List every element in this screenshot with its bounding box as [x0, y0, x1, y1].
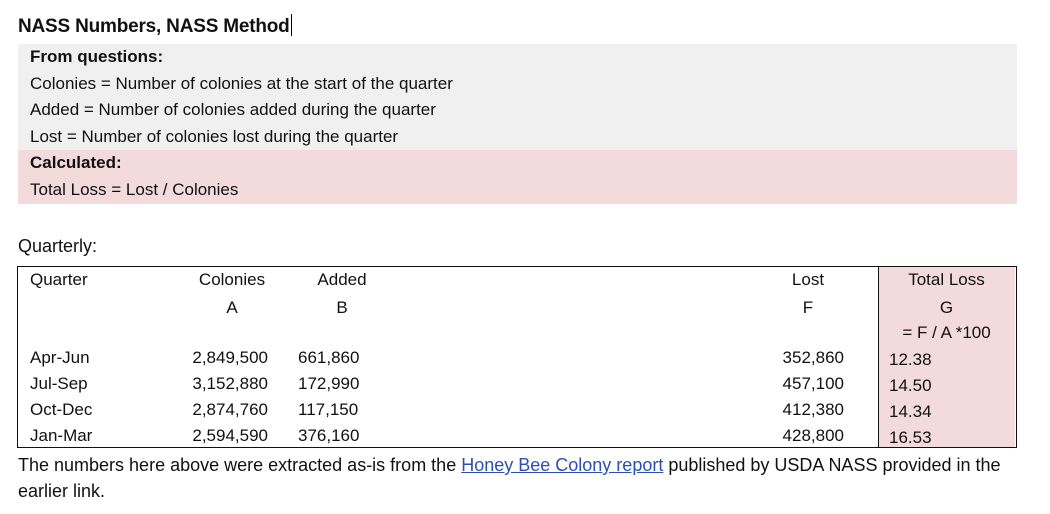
lost-definition: Lost = Number of colonies lost during th…	[18, 123, 1017, 151]
header-added-letter: B	[336, 298, 348, 317]
total-loss-column-highlight	[878, 267, 1015, 447]
footnote: The numbers here above were extracted as…	[18, 452, 1018, 504]
honey-bee-colony-report-link[interactable]: Honey Bee Colony report	[461, 455, 664, 475]
row-lost: 412,380	[782, 400, 844, 419]
definitions-block: From questions: Colonies = Number of col…	[18, 44, 1017, 204]
document-title: NASS Numbers, NASS Method	[18, 14, 293, 38]
row-lost: 428,800	[782, 426, 844, 445]
row-added: 661,860	[298, 348, 360, 367]
added-definition: Added = Number of colonies added during …	[18, 97, 1017, 124]
calculated-heading: Calculated:	[18, 150, 1017, 177]
header-colonies: Colonies	[198, 270, 266, 289]
colonies-definition: Colonies = Number of colonies at the sta…	[18, 70, 1017, 98]
text-cursor	[290, 14, 293, 36]
header-total-loss: Total Loss	[908, 270, 985, 289]
row-lost: 352,860	[782, 348, 844, 367]
row-colonies: 2,874,760	[192, 400, 268, 419]
header-colonies-letter: A	[226, 298, 238, 317]
from-questions-heading: From questions:	[18, 44, 1017, 71]
row-added: 172,990	[298, 374, 360, 393]
row-total-loss: 16.53	[889, 428, 932, 447]
header-lost: Lost	[791, 270, 825, 289]
row-quarter: Jan-Mar	[30, 426, 93, 445]
row-total-loss: 12.38	[889, 350, 932, 369]
row-colonies: 2,594,590	[192, 426, 268, 445]
row-total-loss: 14.50	[889, 376, 932, 395]
row-quarter: Jul-Sep	[30, 374, 88, 393]
row-quarter: Apr-Jun	[30, 348, 90, 367]
row-colonies: 3,152,880	[192, 374, 268, 393]
header-added: Added	[317, 270, 367, 289]
footnote-text-after: published by USDA NASS provided in the e…	[18, 455, 1001, 501]
row-added: 117,150	[298, 400, 359, 419]
header-total-loss-formula: = F / A *100	[902, 323, 991, 342]
header-lost-letter: F	[802, 298, 814, 317]
row-lost: 457,100	[782, 374, 844, 393]
row-colonies: 2,849,500	[192, 348, 268, 367]
quarterly-label: Quarterly:	[18, 236, 98, 256]
header-total-loss-letter: G	[939, 298, 954, 317]
row-quarter: Oct-Dec	[30, 400, 93, 419]
row-added: 376,160	[298, 426, 360, 445]
document-title-text: NASS Numbers, NASS Method	[18, 16, 290, 37]
header-quarter: Quarter	[30, 270, 88, 289]
footnote-text-before: The numbers here above were extracted as…	[18, 455, 462, 475]
total-loss-definition: Total Loss = Lost / Colonies	[18, 176, 1017, 204]
row-total-loss: 14.34	[889, 402, 932, 421]
quarterly-table: Quarter Colonies Added Lost Total Loss A…	[17, 266, 1017, 448]
